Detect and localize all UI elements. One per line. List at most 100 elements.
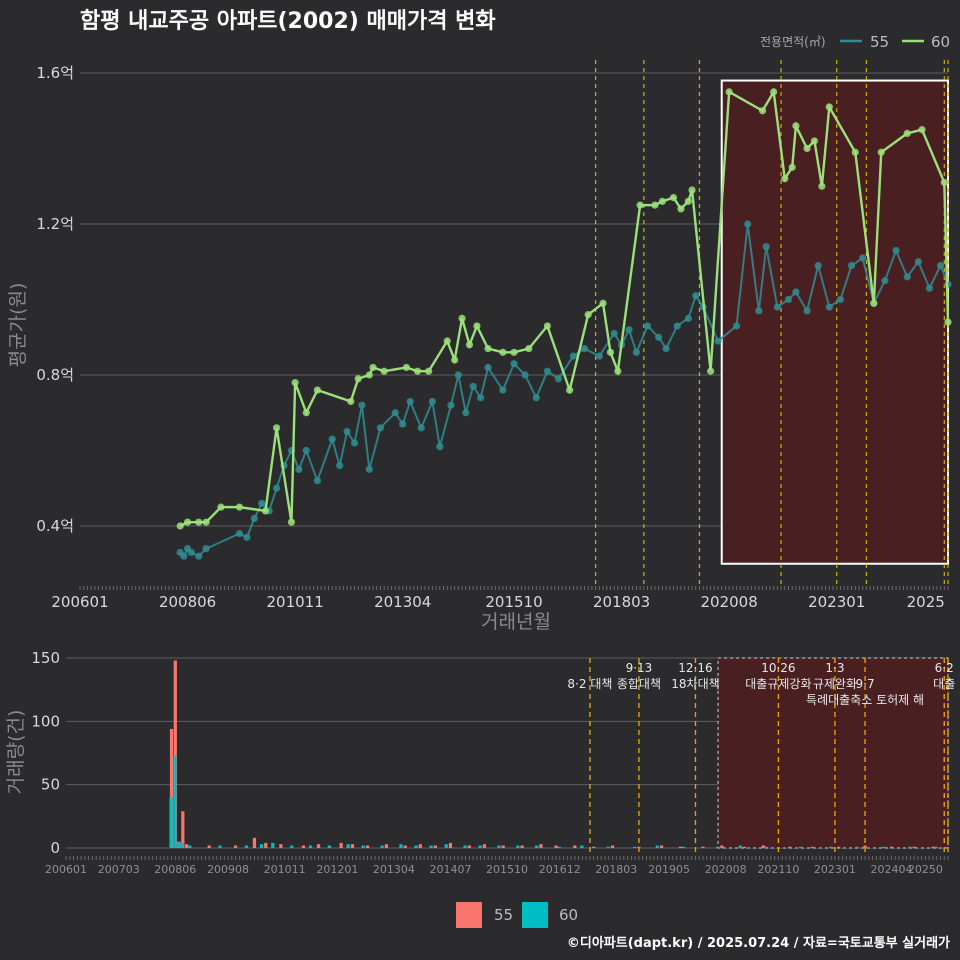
volume-bar-60	[327, 845, 331, 848]
data-point-60	[543, 322, 551, 330]
volume-bar-60	[188, 845, 192, 848]
data-point-60	[413, 367, 422, 375]
data-point-60	[235, 503, 244, 511]
x-axis-title: 거래년월	[481, 611, 551, 633]
volume-bar-55	[207, 845, 211, 848]
volume-bar-55	[539, 844, 543, 848]
data-point-60	[402, 363, 411, 372]
volume-bar-60	[908, 846, 912, 848]
data-point-60	[183, 518, 192, 526]
volume-bar-60	[715, 846, 720, 848]
volume-bar-55	[678, 846, 682, 848]
data-point-55	[454, 371, 462, 379]
y-tick-label: 0.4억	[36, 517, 74, 535]
data-point-60	[261, 507, 270, 515]
data-point-55	[243, 533, 251, 541]
volume-bar-55	[350, 844, 355, 848]
data-point-60	[347, 397, 355, 406]
data-point-60	[725, 88, 733, 96]
data-point-55	[365, 465, 373, 473]
data-point-60	[566, 386, 574, 394]
volume-bar-60	[682, 846, 686, 848]
volume-bar-60	[633, 846, 637, 848]
data-point-60	[195, 518, 203, 526]
data-point-60	[903, 129, 911, 137]
data-point-55	[195, 552, 203, 560]
volume-bar-55	[501, 845, 505, 848]
data-point-55	[643, 322, 652, 330]
volume-x-tick-label: 20250	[908, 863, 943, 876]
volume-x-tick-label: 201304	[373, 863, 415, 876]
data-point-55	[258, 499, 266, 507]
data-point-60	[313, 386, 322, 394]
data-point-55	[543, 367, 551, 375]
volume-bar-55	[701, 846, 705, 848]
data-point-60	[584, 311, 592, 319]
volume-bar-55	[418, 844, 422, 848]
policy-annotation: 규제완화	[813, 677, 857, 691]
data-point-55	[295, 465, 303, 473]
data-point-60	[684, 197, 692, 205]
data-point-55	[814, 261, 822, 270]
volume-bar-60	[180, 842, 184, 848]
volume-bar-55	[173, 660, 177, 848]
volume-bar-55	[742, 846, 747, 848]
data-point-55	[625, 326, 633, 334]
data-point-60	[465, 341, 474, 349]
x-tick-label: 202008	[701, 593, 758, 611]
volume-bar-55	[931, 846, 935, 848]
policy-annotation: 10·26	[761, 661, 795, 675]
volume-bar-55	[279, 844, 283, 848]
volume-x-tick-label: 202301	[814, 863, 856, 876]
data-point-55	[428, 397, 436, 406]
volume-bar-60	[271, 842, 275, 848]
volume-bar-55	[889, 846, 894, 848]
highlight-region	[720, 79, 949, 565]
data-point-55	[510, 360, 518, 368]
bottom-legend: 55 60	[456, 902, 578, 928]
data-point-55	[836, 295, 845, 304]
volume-x-tick-label: 200601	[45, 863, 87, 876]
volume-bar-55	[788, 846, 792, 848]
data-point-60	[918, 126, 926, 134]
data-point-55	[773, 303, 781, 311]
data-point-60	[202, 518, 210, 526]
data-point-55	[610, 329, 618, 338]
volume-bar-60	[444, 844, 448, 848]
volume-bar-55	[448, 842, 453, 848]
data-point-55	[469, 382, 477, 390]
data-point-60	[810, 137, 819, 145]
x-tick-label: 201510	[485, 593, 542, 611]
volume-x-tick-label: 200806	[154, 863, 196, 876]
data-point-60	[451, 356, 459, 364]
volume-bar-60	[346, 844, 350, 848]
volume-x-tick-label: 200908	[207, 863, 249, 876]
data-point-55	[792, 288, 800, 296]
data-point-55	[336, 462, 344, 470]
data-point-60	[770, 88, 778, 96]
volume-x-tick-label: 202404	[870, 863, 912, 876]
data-point-55	[655, 333, 663, 341]
policy-annotation: 18차대책	[671, 676, 719, 691]
data-point-60	[473, 322, 481, 330]
data-point-55	[358, 401, 366, 409]
volume-bar-55	[185, 844, 189, 848]
data-point-60	[458, 314, 466, 322]
policy-annotation: 9·7	[856, 677, 875, 691]
data-point-55	[484, 363, 492, 372]
volume-bar-60	[361, 845, 365, 848]
chart-title: 함평 내교주공 아파트(2002) 매매가격 변화	[80, 9, 496, 34]
data-point-55	[406, 397, 414, 406]
data-point-60	[484, 344, 492, 353]
volume-bar-55	[912, 846, 916, 848]
volume-x-tick-label: 201407	[429, 863, 471, 876]
volume-bar-55	[365, 845, 370, 848]
data-point-60	[302, 409, 310, 417]
data-point-55	[673, 322, 681, 330]
y-axis-title: 평균가(원)	[7, 283, 29, 368]
x-tick-label: 200601	[51, 593, 108, 611]
volume-y-tick-label: 150	[31, 649, 60, 667]
data-point-55	[477, 394, 485, 402]
credit-text: ©디아파트(dapt.kr) / 2025.07.24 / 자료=국토교통부 실…	[567, 935, 950, 951]
data-point-55	[235, 529, 244, 538]
